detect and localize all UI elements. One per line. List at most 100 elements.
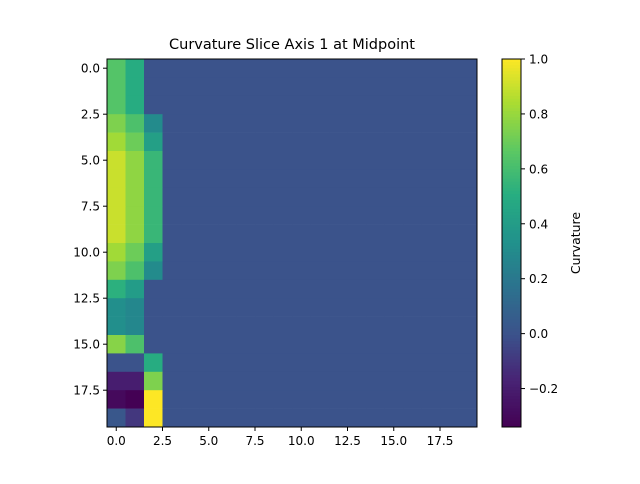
heatmap-cell: [125, 59, 145, 78]
colorbar-segment: [502, 233, 521, 238]
heatmap-cell: [162, 298, 182, 317]
heatmap-cell: [181, 59, 200, 78]
heatmap-cell: [107, 261, 126, 281]
colorbar-segment: [502, 138, 521, 143]
heatmap-cell: [181, 132, 200, 152]
x-tick-label: 12.5: [334, 434, 361, 448]
heatmap-cell: [366, 206, 385, 225]
heatmap-cell: [144, 279, 163, 299]
heatmap-cell: [292, 224, 311, 244]
heatmap-cell: [181, 224, 200, 244]
colorbar-segment: [502, 365, 521, 370]
colorbar-segment: [502, 350, 521, 354]
heatmap-cell: [329, 371, 348, 391]
colorbar-segment: [502, 405, 521, 409]
heatmap-cell: [458, 353, 478, 373]
colorbar-segment: [502, 151, 521, 155]
heatmap-cell: [310, 77, 330, 97]
heatmap-cell: [273, 206, 293, 225]
heatmap-cell: [199, 261, 219, 281]
heatmap-cell: [144, 132, 163, 152]
heatmap-cell: [421, 390, 441, 409]
heatmap-cell: [218, 187, 237, 207]
colorbar-segment: [502, 414, 521, 419]
heatmap-cell: [440, 224, 459, 244]
heatmap-cell: [162, 408, 182, 428]
heatmap-cell: [347, 132, 367, 152]
colorbar-segment: [502, 411, 521, 416]
heatmap-cell: [236, 279, 256, 299]
heatmap-cell: [255, 95, 274, 115]
heatmap-cell: [421, 279, 441, 299]
x-axis: 0.0 2.5 5.0 7.5 10.0 12.5 15.0 17.5: [107, 427, 453, 448]
heatmap-cell: [236, 224, 256, 244]
heatmap-cell: [125, 371, 145, 391]
heatmap-cell: [292, 169, 311, 189]
colorbar-segment: [502, 141, 521, 146]
heatmap-cell: [162, 243, 182, 262]
heatmap-cell: [218, 298, 237, 317]
heatmap-cell: [199, 206, 219, 225]
heatmap-cell: [125, 114, 145, 133]
colorbar-segment: [502, 65, 521, 69]
heatmap-cell: [292, 114, 311, 133]
heatmap-cell: [162, 95, 182, 115]
colorbar-segment: [502, 313, 521, 317]
colorbar-tick-label: 0.2: [529, 272, 548, 286]
heatmap-cell: [329, 298, 348, 317]
heatmap-cell: [236, 169, 256, 189]
heatmap-cell: [421, 353, 441, 373]
heatmap-cell: [199, 114, 219, 133]
heatmap-cell: [181, 95, 200, 115]
heatmap-cell: [181, 243, 200, 262]
heatmap-cell: [162, 390, 182, 409]
heatmap-cell: [125, 353, 145, 373]
heatmap-cell: [218, 371, 237, 391]
heatmap-cell: [310, 132, 330, 152]
heatmap-cell: [384, 59, 404, 78]
colorbar-segment: [502, 77, 521, 81]
heatmap-cell: [310, 279, 330, 299]
heatmap-cell: [329, 408, 348, 428]
heatmap-cell: [218, 224, 237, 244]
heatmap-cell: [366, 59, 385, 78]
chart-title: Curvature Slice Axis 1 at Midpoint: [169, 37, 415, 53]
heatmap-cell: [125, 243, 145, 262]
heatmap-cell: [255, 371, 274, 391]
heatmap-cell: [403, 95, 422, 115]
heatmap-cell: [236, 95, 256, 115]
heatmap-cell: [384, 132, 404, 152]
heatmap-cell: [347, 95, 367, 115]
colorbar-segment: [502, 289, 521, 293]
colorbar-segment: [502, 197, 521, 201]
heatmap-cell: [421, 59, 441, 78]
heatmap-cell: [236, 261, 256, 281]
colorbar-segment: [502, 396, 521, 400]
heatmap-cell: [421, 187, 441, 207]
heatmap-cell: [199, 353, 219, 373]
heatmap-cell: [292, 243, 311, 262]
heatmap-cell: [218, 316, 237, 336]
heatmap-cell: [421, 77, 441, 97]
colorbar-segment: [502, 126, 521, 130]
heatmap-cell: [125, 224, 145, 244]
heatmap-cell: [384, 187, 404, 207]
colorbar-segment: [502, 408, 521, 413]
heatmap-cell: [292, 279, 311, 299]
heatmap-cell: [310, 371, 330, 391]
heatmap-cell: [273, 77, 293, 97]
heatmap-cell: [144, 298, 163, 317]
heatmap-cell: [181, 114, 200, 133]
heatmap-cell: [181, 261, 200, 281]
colorbar-segment: [502, 117, 521, 121]
heatmap-cell: [144, 114, 163, 133]
colorbar-segment: [502, 341, 521, 345]
heatmap-cell: [421, 224, 441, 244]
heatmap-cell: [366, 335, 385, 354]
colorbar-segment: [502, 83, 521, 87]
y-axis: 0.0 2.5 5.0 7.5 10.0 12.5 15.0 17.5: [73, 62, 107, 398]
colorbar-segment: [502, 135, 521, 140]
heatmap-cell: [107, 132, 126, 152]
colorbar-segment: [502, 325, 521, 330]
heatmap-cell: [366, 151, 385, 170]
